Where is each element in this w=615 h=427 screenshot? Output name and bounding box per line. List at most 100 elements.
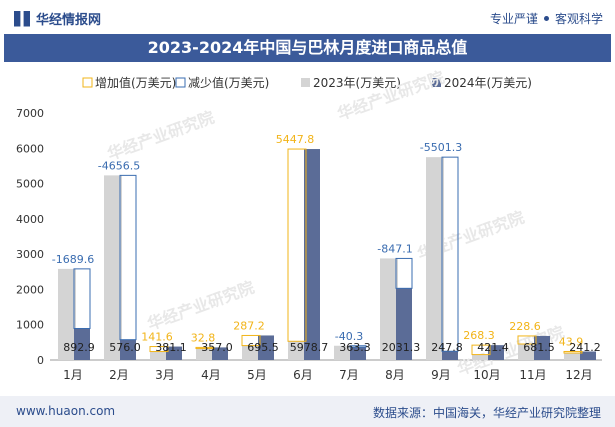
x-tick-label: 5月 [247,368,267,382]
value-label-2024: 381.1 [155,341,187,354]
value-label-2024: 681.5 [523,341,555,354]
increase-box [195,346,215,350]
y-tick-label: 1000 [16,319,44,332]
decrease-box [119,174,137,341]
increase-box [149,346,169,353]
bar-2023 [196,348,214,360]
y-tick-label: 2000 [16,283,44,296]
bar-2023 [58,268,76,360]
change-label: -5501.3 [420,141,462,154]
value-label-2024: 241.2 [569,341,601,354]
chart-title: 2023-2024年中国与巴林月度进口商品总值 [4,34,611,62]
bar-2024 [488,345,504,360]
change-label: 228.6 [509,320,541,333]
bars [58,148,596,360]
y-tick-label: 4000 [16,213,44,226]
value-label-2024: 576.0 [109,341,141,354]
change-label: -847.1 [377,242,412,255]
increase-box [241,334,261,347]
increase-box [471,344,491,356]
bar-2024 [350,347,366,360]
x-tick-label: 7月 [339,368,359,382]
y-tick-label: 0 [37,354,44,367]
value-label-2024: 247.8 [431,341,463,354]
bar-2023 [518,344,536,360]
bar-2024 [580,351,596,360]
change-label: -1689.6 [52,253,94,266]
bar-2024 [442,351,458,360]
change-label: 5447.8 [276,133,315,146]
brand: 华经情报网 [14,9,101,28]
x-axis: 1月 2月 3月 4月 5月 6月 7月 8月 9月 10月 11月 12月 [63,368,592,382]
bar-2023 [380,258,398,360]
decrease-box [73,268,91,329]
value-label-2024: 695.5 [247,341,279,354]
bar-2024 [166,346,182,360]
slogan: 专业严谨 客观科学 [490,10,603,27]
value-label-2024: 357.0 [201,341,233,354]
bar-2024 [74,328,90,360]
x-tick-label: 12月 [565,368,592,382]
change-label: 268.3 [463,329,495,342]
increase-box [563,350,583,354]
change-label: 32.8 [191,331,216,344]
change-label: -40.3 [335,330,363,343]
legend-label-s24: 2024年(万美元) [444,76,532,90]
change-label: 43.9 [559,335,584,348]
value-label-2024: 892.9 [63,341,95,354]
x-tick-label: 1月 [63,368,83,382]
footer: www.huaon.com 数据来源：中国海关，华经产业研究院整理 [0,396,615,427]
decrease-box [395,257,413,289]
brand-logo-icon [14,10,30,27]
decrease-box [441,156,459,352]
y-tick-label: 5000 [16,178,44,191]
value-label-2024: 5978.7 [290,341,329,354]
y-tick-label: 6000 [16,142,44,155]
brand-name: 华经情报网 [36,13,102,28]
slogan-left: 专业严谨 [489,12,538,26]
change-label: 141.6 [141,331,173,344]
change-label: -4656.5 [98,159,140,172]
legend-swatch-s23 [301,78,310,87]
top-bar: 华经情报网 专业严谨 客观科学 [0,0,615,34]
change-label: 287.2 [233,319,265,332]
y-tick-label: 7000 [16,107,44,120]
bar-2024 [534,335,550,360]
x-tick-label: 8月 [385,368,405,382]
bar-2023 [242,345,260,360]
y-tick-label: 3000 [16,248,44,261]
watermark-text: 华经产业研究院 [105,108,217,164]
x-tick-label: 10月 [473,368,500,382]
bar-2023 [150,351,168,360]
footer-url: www.huaon.com [16,404,116,418]
legend-swatch-s24 [432,78,441,87]
dot-icon [543,16,549,21]
bar-2024 [258,335,274,360]
footer-source: 数据来源：中国海关，华经产业研究院整理 [372,406,601,420]
slogan-right: 客观科学 [554,12,603,26]
legend-swatch-inc [82,77,93,88]
x-tick-label: 2月 [109,368,129,382]
legend-label-dec: 减少值(万美元) [188,75,269,90]
legend-label-s23: 2023年(万美元) [313,76,401,90]
bar-2024 [396,288,412,360]
x-tick-label: 9月 [431,368,451,382]
x-tick-label: 3月 [155,368,175,382]
bar-2023 [288,341,306,360]
increase-box [517,335,537,345]
bar-2024 [120,339,136,360]
legend-label-inc: 增加值(万美元) [95,75,176,90]
bar-2023 [334,345,352,360]
bar-2023 [564,353,582,360]
x-tick-label: 6月 [293,368,313,382]
value-label-2024: 421.4 [477,341,509,354]
bar-2024 [304,149,320,360]
value-label-2024: 363.3 [339,341,371,354]
legend-swatch-dec [175,77,186,88]
bar-chart: 增加值(万美元) 减少值(万美元) 2023年(万美元) 2024年(万美元) 0 10… [16,68,602,382]
x-tick-label: 4月 [201,368,221,382]
bar-2023 [426,157,444,360]
decrease-box [349,345,367,348]
increase-box [287,148,307,342]
